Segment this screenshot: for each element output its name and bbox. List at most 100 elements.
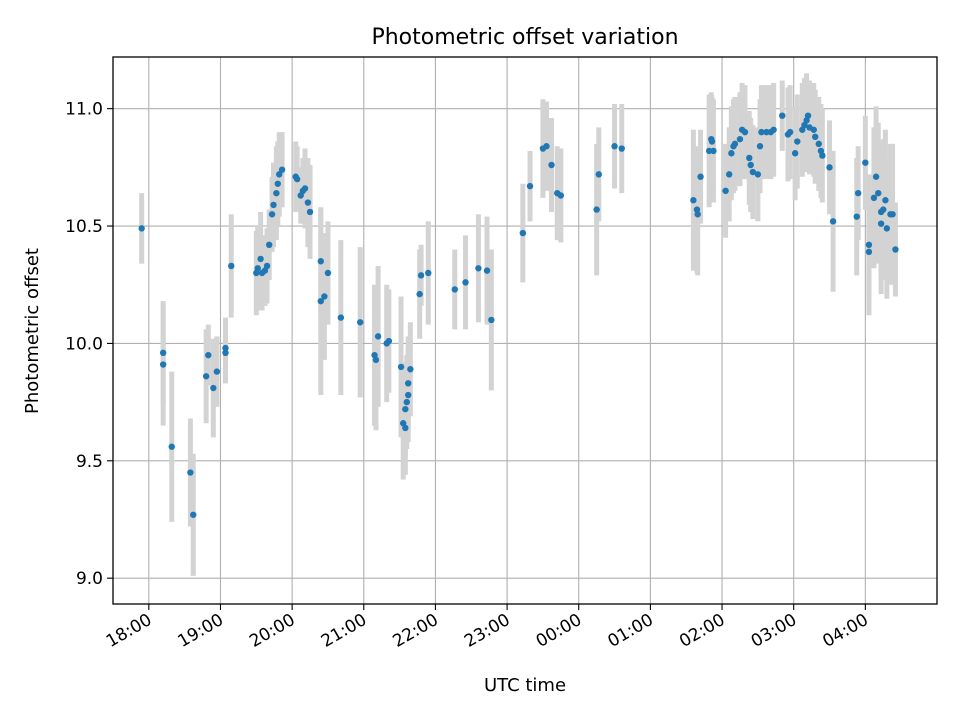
data-point xyxy=(526,182,534,190)
data-point xyxy=(708,138,716,145)
data-point xyxy=(403,398,410,406)
x-tick-label: 03:00 xyxy=(748,610,800,652)
data-point xyxy=(416,290,423,298)
data-point xyxy=(274,180,281,187)
data-point xyxy=(425,269,432,277)
y-tick-label: 11.0 xyxy=(65,100,103,120)
data-point xyxy=(728,150,735,157)
data-point xyxy=(810,126,817,133)
data-point xyxy=(317,297,324,305)
x-tick-label: 23:00 xyxy=(461,610,513,652)
data-point xyxy=(519,229,527,237)
data-point xyxy=(870,194,878,202)
data-point xyxy=(159,349,167,357)
data-point xyxy=(397,363,405,371)
data-point xyxy=(417,272,425,279)
data-point xyxy=(451,286,458,293)
data-point xyxy=(865,241,873,249)
data-point xyxy=(190,511,197,518)
y-tick-label: 9.5 xyxy=(76,452,103,472)
data-point xyxy=(138,225,145,232)
data-point xyxy=(276,171,283,178)
data-point xyxy=(557,192,565,199)
data-point xyxy=(786,128,794,136)
data-point xyxy=(741,128,749,136)
data-point xyxy=(892,246,899,253)
data-point xyxy=(405,380,412,387)
data-point xyxy=(710,147,717,155)
data-point xyxy=(357,319,364,326)
data-point xyxy=(293,175,301,183)
data-point xyxy=(694,211,701,218)
data-point xyxy=(321,293,328,300)
data-point xyxy=(690,197,697,204)
error-bars xyxy=(139,73,898,576)
data-point xyxy=(317,258,324,265)
x-tick-label: 00:00 xyxy=(533,610,585,652)
x-tick-label: 21:00 xyxy=(318,610,370,652)
data-point xyxy=(595,171,603,178)
y-tick-label: 10.0 xyxy=(65,334,103,354)
data-point xyxy=(407,366,414,373)
x-tick-label: 01:00 xyxy=(604,610,656,652)
data-point xyxy=(372,356,380,364)
x-axis-ticks: 18:00 19:00 20:00 21:00 22:00 23:00 00:00 01:00… xyxy=(103,604,872,652)
data-point xyxy=(883,225,891,232)
y-axis-ticks: 9.0 9.5 10.0 10.5 11.0 xyxy=(65,100,113,589)
y-tick-label: 9.0 xyxy=(76,569,103,589)
data-points xyxy=(138,112,899,518)
data-point xyxy=(187,469,194,476)
data-point xyxy=(872,173,880,180)
data-point xyxy=(726,171,733,178)
data-point xyxy=(731,140,739,148)
data-point xyxy=(475,265,482,272)
data-point xyxy=(749,168,757,176)
data-point xyxy=(880,206,887,213)
data-point xyxy=(693,206,701,213)
data-point xyxy=(270,201,277,209)
data-point xyxy=(222,344,229,352)
data-point xyxy=(210,384,217,392)
data-point xyxy=(385,337,393,345)
data-point xyxy=(266,241,273,249)
data-point xyxy=(337,314,345,321)
data-point xyxy=(770,126,777,133)
data-point xyxy=(722,187,729,195)
x-tick-label: 04:00 xyxy=(819,610,871,652)
data-point xyxy=(758,128,765,136)
data-point xyxy=(374,333,382,340)
data-point xyxy=(875,189,882,197)
data-point xyxy=(548,161,555,169)
data-point xyxy=(254,265,261,272)
data-point xyxy=(483,267,491,274)
data-point xyxy=(593,206,600,213)
data-point xyxy=(697,173,704,180)
data-point xyxy=(779,112,786,119)
x-tick-label: 19:00 xyxy=(175,610,227,652)
data-point xyxy=(324,269,332,277)
data-point xyxy=(829,218,837,225)
data-point xyxy=(263,262,271,270)
data-point xyxy=(268,211,276,218)
data-point xyxy=(747,161,754,169)
data-point xyxy=(488,316,495,324)
x-tick-label: 20:00 xyxy=(246,610,298,652)
x-tick-label: 18:00 xyxy=(103,610,155,652)
data-point xyxy=(754,171,762,178)
x-tick-label: 22:00 xyxy=(389,610,441,652)
data-point xyxy=(543,143,550,150)
data-point xyxy=(462,279,469,286)
data-point xyxy=(257,255,264,263)
data-point xyxy=(815,140,822,148)
data-point xyxy=(228,262,235,270)
data-point xyxy=(811,133,819,141)
x-axis-label: UTC time xyxy=(484,675,566,696)
data-point xyxy=(756,143,764,150)
data-point xyxy=(213,368,221,375)
data-point xyxy=(278,166,286,173)
data-point xyxy=(202,373,210,380)
data-point xyxy=(402,405,409,413)
data-point xyxy=(877,220,885,227)
plot-frame xyxy=(112,56,938,605)
